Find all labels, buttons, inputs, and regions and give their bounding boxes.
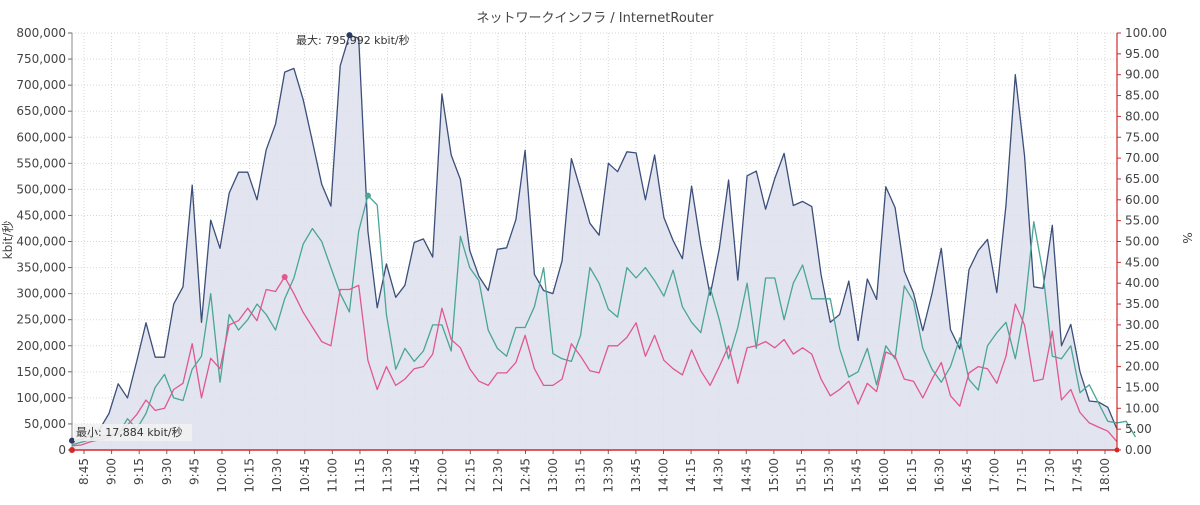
series-line-0 (71, 34, 1118, 442)
x-tick-label: 13:00 (546, 458, 560, 493)
y-tick-right: 100.00 (1125, 26, 1167, 40)
x-tick-label: 12:30 (491, 458, 505, 493)
x-tick-label: 11:30 (381, 458, 395, 493)
x-tick-label: 14:30 (712, 458, 726, 493)
axes: 0 50,000 100,000 150,000 200,000 250,000 300,0… (16, 26, 1167, 493)
y-tick-right: 10.00 (1125, 401, 1159, 415)
x-tick-label: 11:15 (353, 458, 367, 493)
x-tick-label: 13:45 (629, 458, 643, 493)
x-tick-label: 15:15 (794, 458, 808, 493)
y-tick-right: 50.00 (1125, 235, 1159, 249)
baseline-end-marker (1114, 447, 1120, 453)
y-tick-left: 700,000 (16, 78, 66, 92)
y-tick-right: 55.00 (1125, 214, 1159, 228)
min-annotation: 最小: 17,884 kbit/秒 (76, 425, 183, 439)
x-tick-label: 8:45 (77, 458, 91, 485)
x-tick-label: 18:00 (1098, 458, 1112, 493)
y-tick-right: 5.00 (1125, 422, 1152, 436)
x-tick-label: 15:30 (822, 458, 836, 493)
series-area-0 (72, 35, 1117, 450)
y-tick-left: 100,000 (16, 391, 66, 405)
annotations: 最小: 17,884 kbit/秒 最大: 795,992 kbit/秒 (74, 33, 410, 441)
x-tick-label: 14:00 (656, 458, 670, 493)
y-tick-right: 20.00 (1125, 360, 1159, 374)
x-tick-label: 14:15 (684, 458, 698, 493)
x-tick-label: 10:15 (243, 458, 257, 493)
y-tick-right: 90.00 (1125, 68, 1159, 82)
series-point-marker (346, 32, 353, 39)
x-tick-label: 9:00 (105, 458, 119, 485)
y-tick-left: 600,000 (16, 130, 66, 144)
x-tick-label: 16:00 (877, 458, 891, 493)
y-tick-left: 650,000 (16, 104, 66, 118)
x-tick-label: 15:00 (767, 458, 781, 493)
min-annotation-bg (74, 424, 192, 441)
y-axis-right-label: % (1180, 232, 1194, 243)
x-tick-label: 17:30 (1043, 458, 1057, 493)
y-tick-left: 400,000 (16, 235, 66, 249)
y-tick-left: 150,000 (16, 365, 66, 379)
max-annotation: 最大: 795,992 kbit/秒 (296, 33, 410, 47)
chart-title: ネットワークインフラ / InternetRouter (477, 11, 715, 26)
y-tick-left: 50,000 (24, 417, 66, 431)
y-tick-right: 30.00 (1125, 318, 1159, 332)
y-tick-left: 500,000 (16, 182, 66, 196)
x-tick-label: 9:45 (187, 458, 201, 485)
y-tick-right: 80.00 (1125, 109, 1159, 123)
y-tick-right: 95.00 (1125, 47, 1159, 61)
x-tick-label: 13:15 (574, 458, 588, 493)
y-tick-left: 550,000 (16, 156, 66, 170)
x-tick-label: 16:30 (932, 458, 946, 493)
y-tick-left: 800,000 (16, 26, 66, 40)
y-tick-right: 65.00 (1125, 172, 1159, 186)
y-tick-right: 35.00 (1125, 297, 1159, 311)
markers (69, 32, 1120, 453)
x-tick-label: 17:00 (988, 458, 1002, 493)
x-tick-label: 14:45 (739, 458, 753, 493)
x-tick-label: 15:45 (850, 458, 864, 493)
x-tick-label: 17:45 (1070, 458, 1084, 493)
x-tick-label: 11:45 (408, 458, 422, 493)
series-point-marker (69, 437, 75, 444)
x-tick-label: 13:30 (601, 458, 615, 493)
series-point-marker (281, 273, 288, 280)
y-tick-right: 40.00 (1125, 276, 1159, 290)
y-tick-right: 75.00 (1125, 130, 1159, 144)
baseline-start-marker (69, 447, 75, 453)
x-tick-label: 10:30 (270, 458, 284, 493)
y-tick-left: 0 (58, 443, 66, 457)
y-tick-right: 45.00 (1125, 255, 1159, 269)
x-tick-label: 16:15 (905, 458, 919, 493)
x-tick-label: 11:00 (325, 458, 339, 493)
y-tick-left: 350,000 (16, 261, 66, 275)
x-tick-label: 12:15 (463, 458, 477, 493)
x-tick-label: 10:00 (215, 458, 229, 493)
y-tick-left: 200,000 (16, 339, 66, 353)
y-axis-left-label: kbit/秒 (1, 221, 15, 260)
x-tick-label: 9:30 (160, 458, 174, 485)
x-tick-label: 12:00 (436, 458, 450, 493)
y-tick-right: 15.00 (1125, 380, 1159, 394)
y-tick-left: 450,000 (16, 208, 66, 222)
series-point-marker (364, 192, 371, 199)
x-tick-label: 9:15 (132, 458, 146, 485)
x-tick-label: 17:15 (1015, 458, 1029, 493)
series-line-1 (71, 194, 1137, 446)
y-tick-left: 250,000 (16, 313, 66, 327)
y-tick-left: 300,000 (16, 287, 66, 301)
y-tick-right: 25.00 (1125, 339, 1159, 353)
y-tick-right: 60.00 (1125, 193, 1159, 207)
y-tick-left: 750,000 (16, 52, 66, 66)
y-tick-right: 70.00 (1125, 151, 1159, 165)
y-tick-right: 85.00 (1125, 89, 1159, 103)
series-line-2 (71, 276, 1118, 447)
series-group (71, 34, 1137, 450)
x-tick-label: 12:45 (519, 458, 533, 493)
y-tick-right: 0.00 (1125, 443, 1152, 457)
x-tick-label: 16:45 (960, 458, 974, 493)
x-tick-label: 10:45 (298, 458, 312, 493)
